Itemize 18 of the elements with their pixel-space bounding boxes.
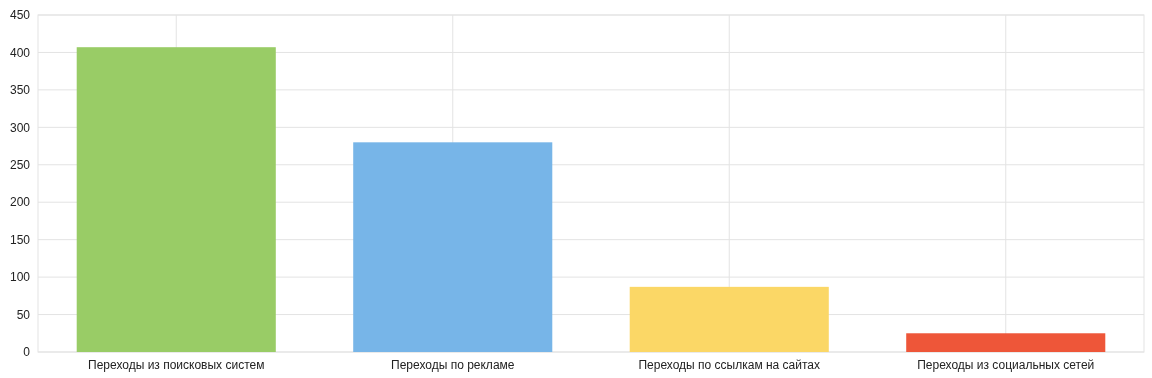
bar [629, 286, 829, 352]
y-tick-label: 350 [9, 83, 31, 98]
x-tick-label: Переходы из поисковых систем [88, 358, 265, 372]
y-tick-label: 200 [9, 195, 31, 210]
y-tick-label: 0 [23, 345, 31, 360]
y-tick-label: 450 [9, 8, 31, 23]
bar [76, 47, 276, 352]
y-tick-label: 100 [9, 270, 31, 285]
bar [353, 142, 553, 352]
y-tick-label: 150 [9, 232, 31, 247]
bar [906, 333, 1106, 352]
y-tick-label: 400 [9, 45, 31, 60]
y-tick-label: 300 [9, 120, 31, 135]
x-tick-label: Переходы из социальных сетей [917, 358, 1095, 372]
x-tick-label: Переходы по ссылкам на сайтах [638, 358, 821, 372]
y-tick-label: 50 [16, 307, 31, 322]
y-tick-label: 250 [9, 157, 31, 172]
x-tick-label: Переходы по рекламе [391, 358, 515, 372]
